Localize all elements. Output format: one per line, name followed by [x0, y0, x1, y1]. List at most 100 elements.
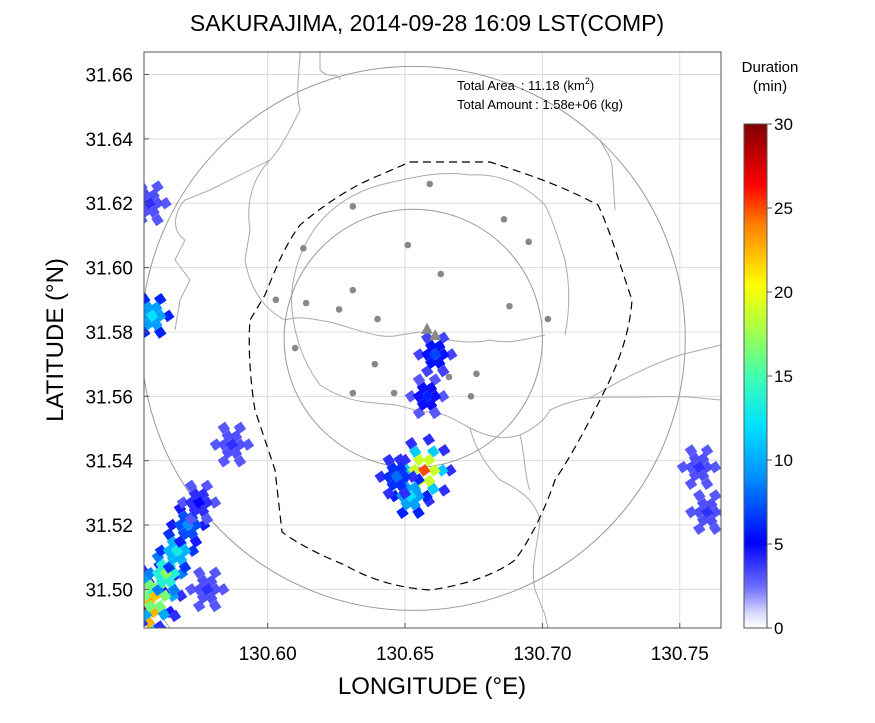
- colorbar-title-line2: (min): [753, 78, 787, 95]
- duration-cell: [420, 331, 434, 345]
- duration-cell: [185, 527, 199, 540]
- duration-cell: [708, 460, 721, 474]
- station-marker: [445, 373, 453, 381]
- duration-cell: [432, 356, 446, 370]
- duration-cell: [435, 464, 449, 477]
- duration-cell: [153, 326, 167, 339]
- grid-lines: [144, 52, 721, 628]
- duration-cell: [420, 390, 434, 403]
- observation-stations: [272, 180, 552, 400]
- total-amount-text: Total Amount: 1.58e+06 (kg): [457, 97, 623, 112]
- colorbar: Duration (min) 0 5 10 15 20 25 30: [742, 59, 799, 638]
- duration-cell: [437, 444, 451, 457]
- duration-cell: [144, 595, 146, 608]
- plot-frame: [143, 51, 722, 629]
- duration-cell: [233, 454, 247, 468]
- duration-cell: [406, 470, 420, 484]
- duration-cell: [412, 373, 426, 386]
- station-marker: [300, 244, 307, 252]
- total-amount-label: Total Amount: [457, 97, 533, 112]
- duration-cell: [417, 464, 431, 477]
- duration-cell: [382, 453, 396, 467]
- range-circle: [283, 208, 543, 469]
- duration-cell: [221, 429, 235, 443]
- duration-cell: [144, 188, 152, 202]
- duration-cell: [422, 453, 436, 467]
- duration-cell: [716, 505, 721, 519]
- duration-cell: [204, 591, 218, 604]
- total-amount-value: : 1.58e+06 (kg): [535, 97, 623, 112]
- x-axis-ticks: 130.60 130.65 130.70 130.75: [239, 623, 709, 665]
- station-marker: [371, 360, 379, 368]
- duration-cell: [196, 504, 210, 518]
- duration-cell: [188, 487, 202, 501]
- duration-cell: [144, 599, 157, 613]
- duration-cell: [398, 487, 412, 500]
- duration-cell: [374, 470, 388, 484]
- station-marker: [349, 389, 357, 397]
- colorbar-ticks: 0 5 10 15 20 25 30: [767, 115, 793, 638]
- duration-cell: [130, 310, 143, 323]
- duration-cell: [170, 544, 184, 558]
- duration-cell: [144, 180, 148, 193]
- station-marker: [302, 299, 310, 307]
- station-marker: [506, 302, 513, 310]
- duration-cell: [113, 616, 126, 629]
- colorbar-tick-label: 20: [774, 283, 793, 302]
- duration-cell: [422, 433, 436, 446]
- colorbar-title-line1: Duration: [742, 59, 799, 76]
- colorbar-tick-label: 5: [774, 535, 783, 554]
- colorbar-tick-label: 25: [774, 199, 793, 218]
- duration-cell: [416, 381, 430, 395]
- colorbar-gradient: [743, 123, 768, 629]
- duration-cell: [196, 574, 210, 588]
- duration-cell: [424, 339, 438, 353]
- duration-cell: [390, 470, 404, 484]
- duration-cell: [154, 544, 168, 558]
- duration-cell: [688, 452, 702, 466]
- duration-cell: [241, 438, 255, 451]
- duration-cell: [178, 561, 192, 574]
- station-marker: [473, 370, 480, 378]
- duration-cell: [437, 484, 451, 497]
- colorbar-tick-label: 0: [774, 619, 783, 638]
- y-axis-label: LATITUDE (°N): [42, 258, 69, 422]
- duration-cell: [186, 544, 200, 558]
- x-axis-label: LONGITUDE (°E): [338, 673, 526, 700]
- total-area-value: : 11.18 (km: [521, 78, 585, 93]
- duration-cell: [189, 535, 203, 548]
- duration-cell: [144, 196, 156, 210]
- duration-cell: [129, 624, 142, 637]
- vent-marker: [421, 322, 434, 334]
- duration-cell: [443, 464, 457, 477]
- station-marker: [272, 296, 280, 304]
- summary-annotation: Total Area: 11.18 (km2) Total Amount: 1.…: [457, 76, 623, 112]
- x-tick-label: 130.65: [376, 644, 434, 665]
- duration-cell: [684, 505, 698, 519]
- y-axis-ticks: 31.50 31.52 31.54 31.56 31.58 31.60 31.62 31.64…: [85, 66, 149, 601]
- volcano-vents: [421, 322, 442, 341]
- duration-cell: [124, 600, 137, 613]
- duration-cell: [144, 616, 146, 628]
- y-tick-label: 31.64: [85, 130, 133, 151]
- colorbar-tick-label: 15: [774, 367, 793, 386]
- duration-cell: [412, 348, 426, 361]
- duration-field: [113, 180, 721, 637]
- duration-cell: [444, 348, 458, 361]
- duration-cell: [144, 301, 155, 314]
- plot-area: [113, 52, 721, 637]
- x-tick-label: 130.60: [239, 644, 297, 665]
- y-tick-label: 31.50: [85, 580, 133, 601]
- range-circles: [144, 65, 686, 611]
- duration-cell: [422, 474, 436, 487]
- station-marker: [335, 306, 343, 313]
- y-tick-label: 31.52: [85, 516, 133, 537]
- duration-cell: [216, 583, 230, 596]
- total-area-text: Total Area: 11.18 (km2): [457, 76, 594, 93]
- duration-cell: [168, 609, 182, 623]
- colorbar-tick-label: 30: [774, 115, 793, 134]
- duration-cell: [428, 406, 442, 420]
- duration-cell: [436, 390, 450, 403]
- duration-cell: [159, 196, 172, 210]
- duration-cell: [404, 437, 418, 450]
